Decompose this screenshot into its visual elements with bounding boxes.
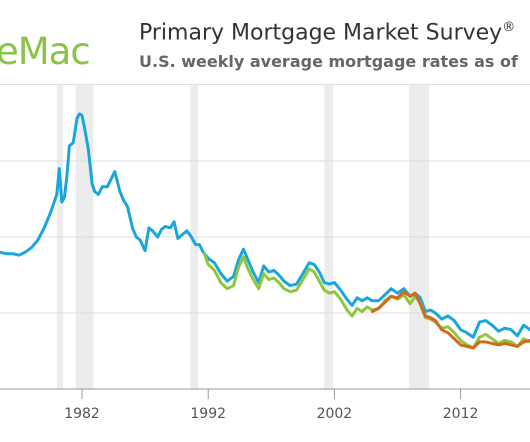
- series-line-15yr: [202, 252, 530, 350]
- x-axis: 1982 1992 2002 2012: [0, 388, 530, 422]
- x-tick-label: 1982: [64, 406, 100, 422]
- brand-logo: eMac: [0, 30, 91, 73]
- registered-mark: ®: [502, 20, 516, 35]
- chart-subtitle: U.S. weekly average mortgage rates as of: [139, 52, 518, 71]
- header-divider: [0, 84, 530, 85]
- x-tick-label: 1992: [190, 406, 226, 422]
- chart-title-text: Primary Mortgage Market Survey: [139, 20, 503, 46]
- series-line-arm: [370, 290, 530, 350]
- chart-title: Primary Mortgage Market Survey®: [139, 20, 515, 45]
- chart-header: eMac Primary Mortgage Market Survey® U.S…: [0, 0, 530, 85]
- rate-series: [0, 112, 530, 350]
- x-tick-label: 2002: [317, 406, 353, 422]
- series-line-30yr: [0, 112, 530, 339]
- x-tick-label: 2012: [443, 406, 479, 422]
